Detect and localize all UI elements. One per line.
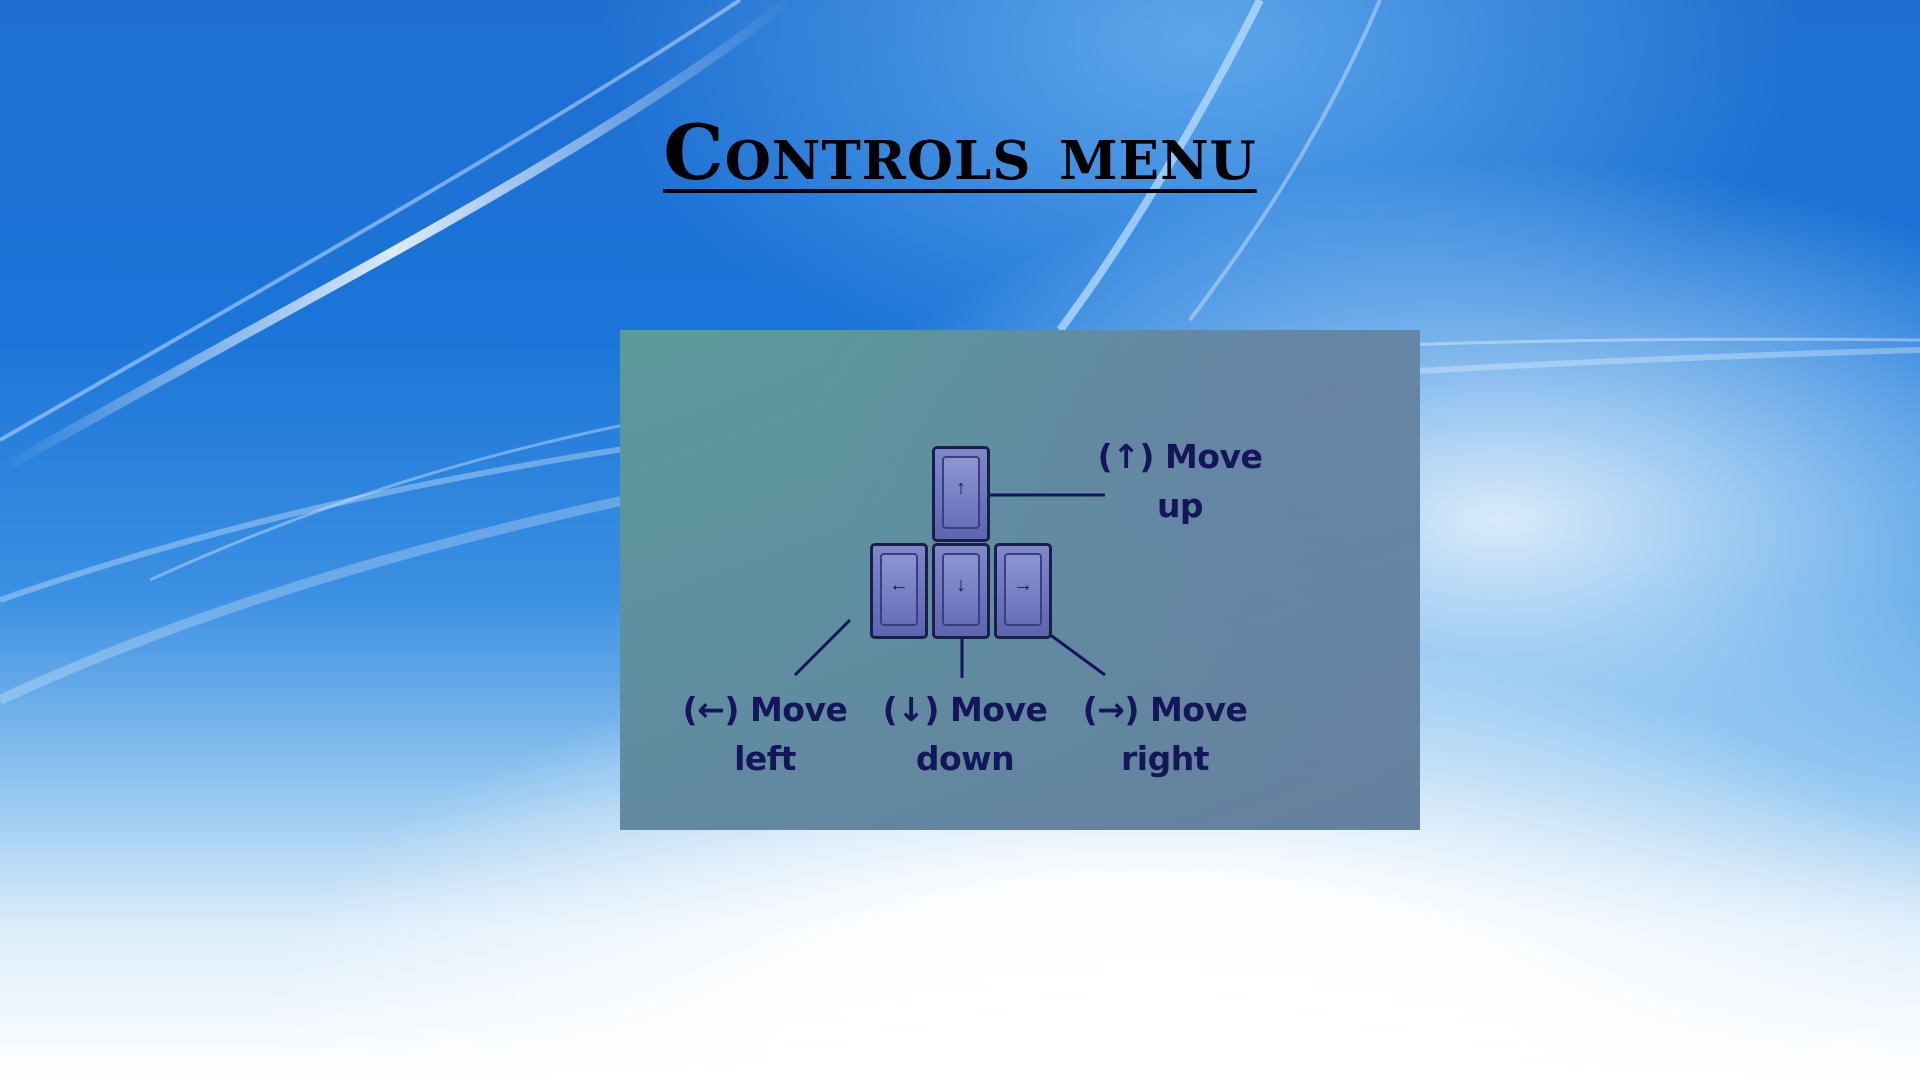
left-arrow-key: ←	[870, 543, 928, 639]
arrow-down-icon: ↓	[956, 574, 966, 596]
move-right-label-line1: (→) Move	[1082, 690, 1248, 729]
down-arrow-key: ↓	[932, 543, 990, 639]
right-arrow-key: →	[994, 543, 1052, 639]
arrow-right-icon: →	[1013, 574, 1033, 596]
move-up-label-line1: (↑) Move	[1097, 437, 1263, 476]
move-right-label: (→) Move right	[1065, 685, 1265, 783]
move-down-label-line2: down	[915, 739, 1015, 778]
move-down-label-line1: (↓) Move	[882, 690, 1048, 729]
move-left-label: (←) Move left	[670, 685, 860, 783]
left-connector-line	[793, 618, 852, 677]
up-arrow-key: ↑	[932, 446, 990, 542]
move-up-label-line2: up	[1156, 486, 1204, 525]
controls-diagram: ↑ ← ↓ → (↑) Move up (←) Move left (↓) Mo…	[620, 330, 1420, 830]
arrow-up-icon: ↑	[956, 477, 966, 499]
arrow-left-icon: ←	[889, 574, 909, 596]
move-right-label-line2: right	[1121, 739, 1209, 778]
move-down-label: (↓) Move down	[870, 685, 1060, 783]
move-left-label-line2: left	[734, 739, 796, 778]
move-left-label-line1: (←) Move	[682, 690, 848, 729]
move-up-label: (↑) Move up	[1080, 432, 1280, 530]
slide-title: Controls menu	[663, 108, 1257, 197]
